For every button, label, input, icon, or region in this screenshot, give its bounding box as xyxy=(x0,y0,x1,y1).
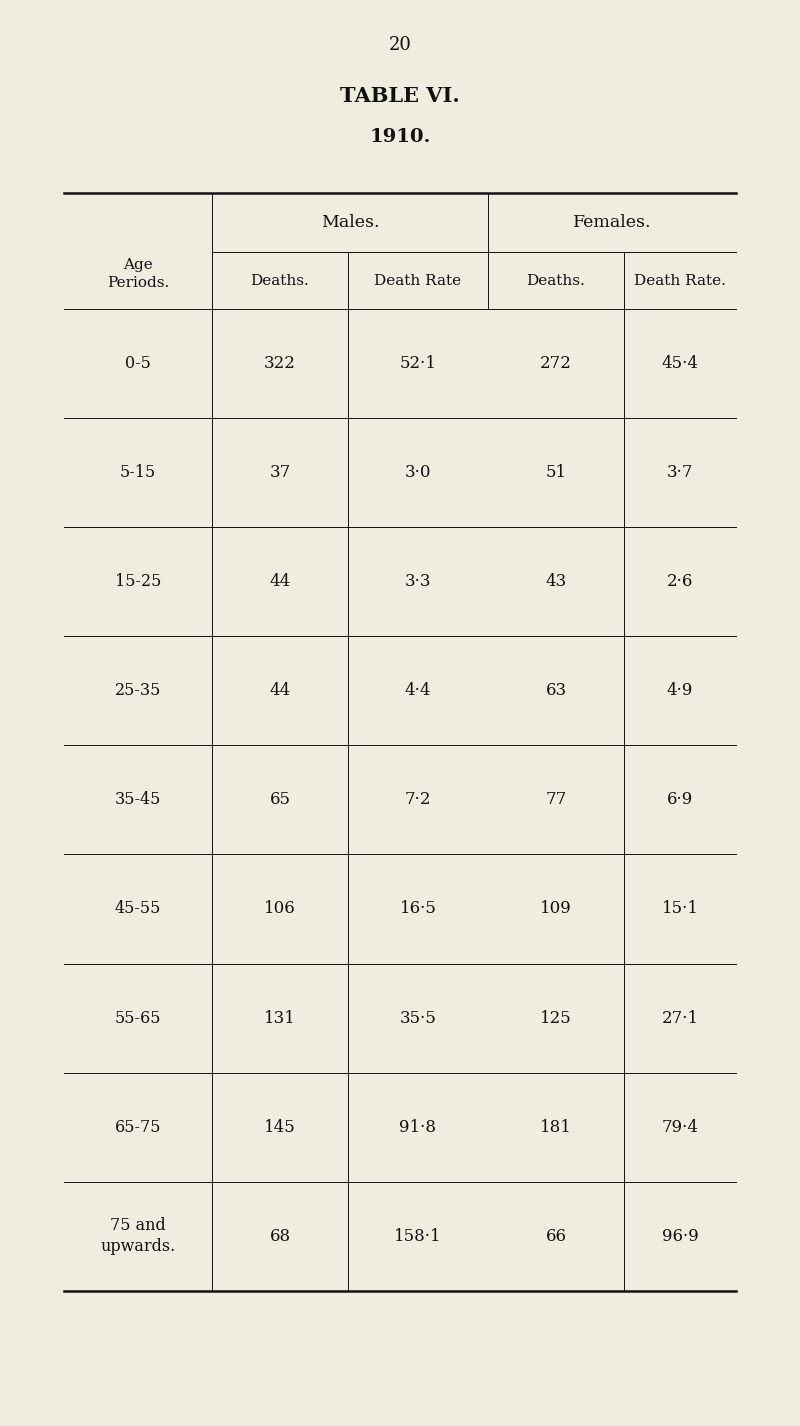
Text: 25-35: 25-35 xyxy=(115,683,161,700)
Text: 91·8: 91·8 xyxy=(399,1118,437,1135)
Text: 51: 51 xyxy=(546,465,566,482)
Text: 45-55: 45-55 xyxy=(115,900,161,917)
Text: 63: 63 xyxy=(546,683,566,700)
Text: 44: 44 xyxy=(270,573,290,590)
Text: 45·4: 45·4 xyxy=(662,355,698,372)
Text: 7·2: 7·2 xyxy=(405,791,431,809)
Text: 44: 44 xyxy=(270,683,290,700)
Text: 272: 272 xyxy=(540,355,572,372)
Text: Death Rate.: Death Rate. xyxy=(634,274,726,288)
Text: Females.: Females. xyxy=(573,214,651,231)
Text: Death Rate: Death Rate xyxy=(374,274,462,288)
Text: 52·1: 52·1 xyxy=(399,355,437,372)
Text: 106: 106 xyxy=(264,900,296,917)
Text: 16·5: 16·5 xyxy=(399,900,437,917)
Text: 15·1: 15·1 xyxy=(662,900,698,917)
Text: 27·1: 27·1 xyxy=(662,1010,698,1027)
Text: 3·3: 3·3 xyxy=(405,573,431,590)
Text: 68: 68 xyxy=(270,1228,290,1245)
Text: 125: 125 xyxy=(540,1010,572,1027)
Text: 2·6: 2·6 xyxy=(667,573,693,590)
Text: Deaths.: Deaths. xyxy=(526,274,586,288)
Text: 37: 37 xyxy=(270,465,290,482)
Text: 6·9: 6·9 xyxy=(667,791,693,809)
Text: TABLE VI.: TABLE VI. xyxy=(340,86,460,106)
Text: Males.: Males. xyxy=(321,214,379,231)
Text: 35·5: 35·5 xyxy=(399,1010,437,1027)
Text: 109: 109 xyxy=(540,900,572,917)
Text: 20: 20 xyxy=(389,36,411,54)
Text: 79·4: 79·4 xyxy=(662,1118,698,1135)
Text: 66: 66 xyxy=(546,1228,566,1245)
Text: 65-75: 65-75 xyxy=(114,1118,162,1135)
Text: 35-45: 35-45 xyxy=(115,791,161,809)
Text: 43: 43 xyxy=(546,573,566,590)
Text: 96·9: 96·9 xyxy=(662,1228,698,1245)
Text: 5-15: 5-15 xyxy=(120,465,156,482)
Text: 55-65: 55-65 xyxy=(114,1010,162,1027)
Text: 3·7: 3·7 xyxy=(666,465,694,482)
Text: 131: 131 xyxy=(264,1010,296,1027)
Text: 322: 322 xyxy=(264,355,296,372)
Text: 65: 65 xyxy=(270,791,290,809)
Text: 3·0: 3·0 xyxy=(405,465,431,482)
Text: 0-5: 0-5 xyxy=(125,355,151,372)
Text: 158·1: 158·1 xyxy=(394,1228,442,1245)
Text: 181: 181 xyxy=(540,1118,572,1135)
Text: Deaths.: Deaths. xyxy=(250,274,310,288)
Text: 4·9: 4·9 xyxy=(667,683,693,700)
Text: 75 and
upwards.: 75 and upwards. xyxy=(100,1216,176,1255)
Text: Age
Periods.: Age Periods. xyxy=(107,258,169,289)
Text: 4·4: 4·4 xyxy=(405,683,431,700)
Text: 1910.: 1910. xyxy=(370,128,430,147)
Text: 15-25: 15-25 xyxy=(115,573,161,590)
Text: 145: 145 xyxy=(264,1118,296,1135)
Text: 77: 77 xyxy=(546,791,566,809)
